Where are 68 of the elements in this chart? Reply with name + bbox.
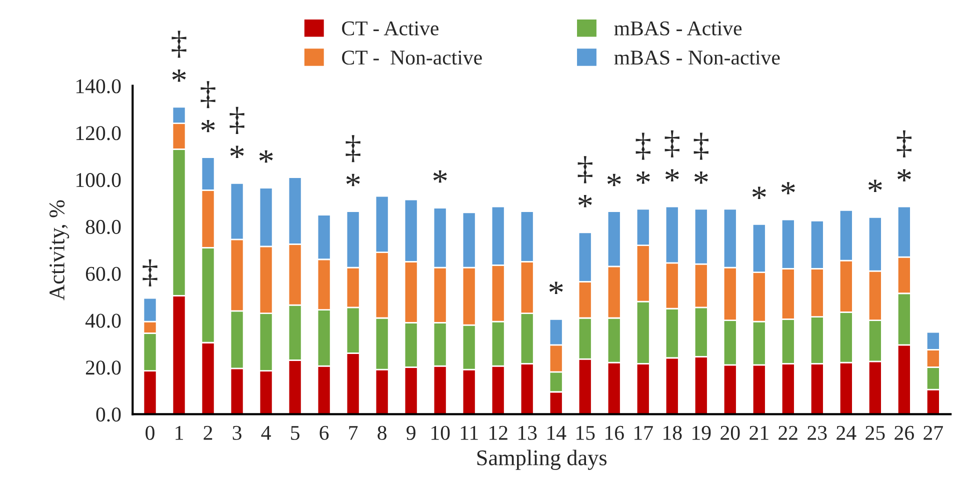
annotation: * [897, 169, 911, 182]
x-tick-label: 16 [606, 426, 624, 440]
x-tick-label: 13 [518, 426, 537, 440]
annotation: ‡ [694, 132, 708, 160]
x-tick-label: 23 [808, 426, 827, 440]
x-tick-label: 6 [320, 426, 329, 440]
annotation: * [346, 174, 360, 186]
y-tick-label: 0.0 [96, 408, 121, 422]
x-tick-label: 24 [836, 426, 856, 440]
x-tick-label: 19 [692, 426, 711, 440]
annotation: ‡ [578, 156, 592, 184]
annotation: * [172, 70, 186, 82]
x-tick-label: 7 [349, 426, 358, 440]
annotation: * [665, 169, 679, 182]
annotation: * [781, 182, 795, 194]
annotation: * [259, 150, 273, 163]
annotation: ‡ [346, 135, 360, 162]
x-tick-label: 9 [406, 426, 416, 440]
y-axis-title: Activity, % [50, 200, 70, 300]
x-tick-label: 26 [894, 426, 914, 440]
x-tick-label: 10 [431, 426, 450, 440]
annotation: ‡ [664, 130, 680, 158]
x-tick-label: 22 [778, 426, 798, 440]
annotation: ‡ [200, 81, 216, 108]
x-tick-label: 5 [291, 426, 300, 440]
x-tick-label: 21 [750, 426, 768, 440]
legend-label: CT - Active [342, 21, 438, 36]
x-tick-label: 3 [232, 426, 242, 440]
y-tick-label: 20.0 [86, 360, 121, 375]
annotation: * [201, 120, 215, 132]
annotation: ‡ [142, 259, 158, 286]
legend-label: CT - Non-active [342, 50, 482, 65]
x-tick-label: 27 [924, 426, 943, 440]
annotation: * [868, 180, 882, 192]
x-tick-label: 1 [176, 426, 183, 440]
x-tick-label: 8 [378, 426, 386, 440]
y-tick-label: 120.0 [76, 126, 121, 140]
annotation: ‡ [896, 130, 912, 158]
x-tick-label: 4 [261, 426, 271, 440]
x-tick-label: 18 [664, 426, 682, 440]
y-tick-label: 60.0 [86, 266, 121, 281]
y-tick-label: 80.0 [86, 220, 121, 234]
annotation: ‡ [230, 106, 244, 134]
x-tick-label: 20 [720, 426, 740, 440]
annotation: * [433, 170, 447, 183]
x-axis-title: Sampling days [477, 450, 607, 470]
x-tick-label: 0 [146, 426, 154, 440]
annotation: * [694, 172, 708, 184]
x-tick-label: 2 [204, 426, 212, 440]
annotation: ‡ [172, 30, 186, 58]
annotation: * [578, 194, 592, 208]
x-tick-label: 14 [548, 426, 566, 440]
annotation: * [607, 174, 621, 186]
annotation: ‡ [636, 132, 650, 160]
y-tick-label: 140.0 [76, 79, 121, 94]
x-tick-label: 25 [866, 426, 885, 440]
x-tick-label: 12 [490, 426, 508, 440]
legend-label: mBAS - Active [614, 21, 742, 36]
annotation: * [752, 186, 766, 199]
annotation: * [549, 282, 563, 294]
annotation: * [230, 146, 244, 158]
legend-label: mBAS - Non-active [614, 50, 780, 65]
y-tick-label: 40.0 [85, 314, 121, 328]
x-tick-label: 15 [576, 426, 595, 440]
annotation: * [636, 172, 650, 184]
x-tick-label: 11 [460, 426, 478, 440]
x-tick-label: 17 [634, 426, 653, 440]
y-tick-label: 100.0 [76, 173, 121, 188]
